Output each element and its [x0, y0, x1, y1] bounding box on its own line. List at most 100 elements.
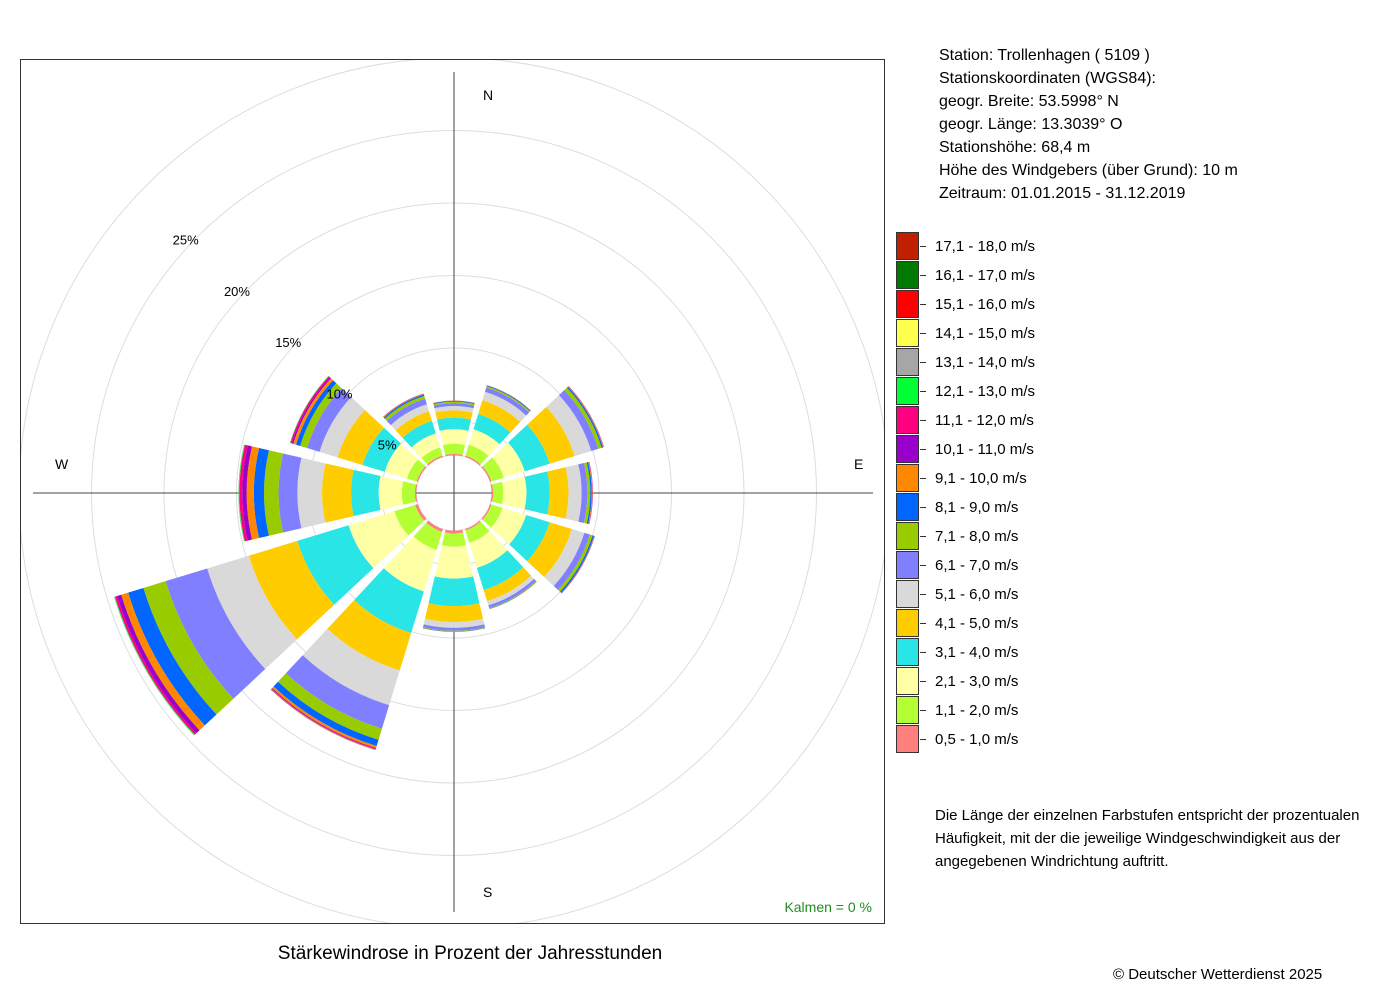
windrose-svg: 5% 10% 15% 20% 25% N E S W	[21, 60, 884, 923]
rose-segment	[481, 504, 492, 520]
radial-tick-label: 10%	[326, 386, 352, 401]
rose-segment	[465, 455, 481, 466]
radial-tick-label: 5%	[378, 438, 397, 453]
legend-label: 16,1 - 17,0 m/s	[935, 267, 1036, 284]
rose-segment	[483, 567, 532, 602]
legend-item: 0,5 - 1,0 m/s	[896, 725, 1096, 754]
legend-swatch	[896, 261, 919, 289]
rose-segment	[482, 457, 504, 482]
latitude: geogr. Breite: 53.5998° N	[939, 93, 1119, 110]
rose-segment	[546, 395, 592, 457]
rose-segment	[441, 532, 467, 547]
rose-segment	[297, 457, 326, 529]
legend-item: 5,1 - 6,0 m/s	[896, 580, 1096, 609]
rose-segment	[354, 568, 424, 634]
rose-segment	[433, 400, 475, 404]
legend-swatch	[896, 406, 919, 434]
rose-segment	[439, 429, 469, 445]
rose-segment	[588, 461, 593, 525]
rose-segment	[482, 504, 503, 528]
rose-segment	[433, 400, 475, 404]
rose-segment	[434, 406, 474, 413]
rose-segment	[423, 624, 485, 631]
legend-swatch	[896, 348, 919, 376]
longitude: geogr. Länge: 13.3039° O	[939, 116, 1123, 133]
rose-segment	[395, 411, 432, 438]
rose-segment	[242, 445, 252, 541]
legend-item: 16,1 - 17,0 m/s	[896, 261, 1096, 290]
rose-segment	[384, 395, 426, 421]
legend-label: 17,1 - 18,0 m/s	[935, 238, 1036, 255]
rose-segment	[544, 529, 585, 586]
rose-segment	[351, 469, 381, 517]
rose-segment	[509, 515, 550, 562]
rose-segment	[465, 444, 489, 465]
radial-tick-label: 20%	[224, 284, 250, 299]
windrose-plot: 5% 10% 15% 20% 25% N E S W Kalmen = 0 %	[20, 59, 885, 924]
rose-segment	[246, 446, 260, 540]
rose-segment	[482, 391, 527, 422]
rose-segment	[278, 453, 302, 533]
rose-segment	[384, 443, 418, 479]
sensor-height: Höhe des Windgebers (über Grund): 10 m	[939, 162, 1238, 179]
legend: 17,1 - 18,0 m/s 16,1 - 17,0 m/s 15,1 - 16,…	[896, 232, 1096, 754]
legend-tick	[920, 246, 926, 247]
radial-tick-label: 15%	[275, 335, 301, 350]
rose-segment	[487, 575, 535, 606]
rose-segment	[378, 476, 404, 510]
legend-item: 14,1 - 15,0 m/s	[896, 319, 1096, 348]
legend-tick	[920, 391, 926, 392]
legend-tick	[920, 478, 926, 479]
legend-swatch	[896, 319, 919, 347]
rose-segment	[588, 461, 593, 525]
rose-segment	[433, 400, 475, 404]
legend-tick	[920, 565, 926, 566]
legend-label: 6,1 - 7,0 m/s	[935, 557, 1019, 574]
rose-segment	[401, 481, 416, 505]
rose-segment	[502, 476, 527, 510]
rose-segment	[239, 444, 248, 542]
coordinates-header: Stationskoordinaten (WGS84):	[939, 70, 1156, 87]
rose-segment	[253, 447, 269, 539]
rose-segment	[442, 443, 466, 455]
legend-item: 7,1 - 8,0 m/s	[896, 522, 1096, 551]
rose-segment	[564, 387, 602, 449]
legend-item: 1,1 - 2,0 m/s	[896, 696, 1096, 725]
radial-tick-label: 25%	[173, 233, 199, 248]
legend-item: 11,1 - 12,0 m/s	[896, 406, 1096, 435]
rose-segment	[492, 481, 504, 505]
rose-segment	[444, 529, 464, 534]
rose-segment	[486, 386, 531, 413]
rose-segment	[402, 420, 436, 448]
rose-segment	[583, 462, 591, 524]
compass-label: W	[55, 456, 69, 472]
station-info: Station: Trollenhagen ( 5109 ) Stationsk…	[939, 44, 1238, 205]
station-name: Station: Trollenhagen ( 5109 )	[939, 47, 1150, 64]
legend-item: 17,1 - 18,0 m/s	[896, 232, 1096, 261]
legend-tick	[920, 333, 926, 334]
rose-segment	[300, 383, 342, 449]
rose-segment	[143, 581, 234, 715]
calm-winds-label: Kalmen = 0 %	[784, 899, 872, 915]
legend-label: 0,5 - 1,0 m/s	[935, 731, 1019, 748]
rose-segment	[437, 417, 471, 431]
legend-label: 7,1 - 8,0 m/s	[935, 528, 1019, 545]
legend-tick	[920, 739, 926, 740]
rose-segment	[277, 673, 382, 740]
legend-swatch	[896, 232, 919, 260]
legend-swatch	[896, 551, 919, 579]
legend-tick	[920, 536, 926, 537]
legend-swatch	[896, 667, 919, 695]
rose-segment	[423, 618, 485, 628]
rose-segment	[476, 550, 524, 591]
rose-segment	[428, 576, 480, 607]
legend-tick	[920, 652, 926, 653]
rose-segment	[490, 484, 494, 502]
rose-segment	[319, 397, 365, 458]
rose-segment	[413, 522, 443, 550]
legend-swatch	[896, 464, 919, 492]
rose-segment	[327, 600, 412, 671]
rose-segment	[285, 655, 390, 729]
rose-segment	[273, 681, 379, 747]
rose-segment	[117, 594, 200, 734]
